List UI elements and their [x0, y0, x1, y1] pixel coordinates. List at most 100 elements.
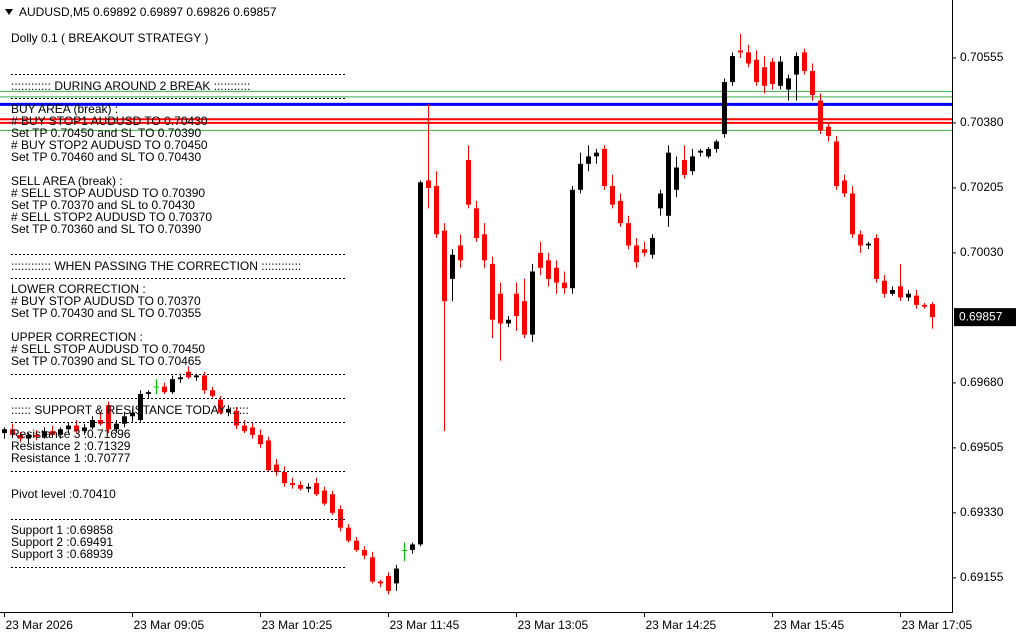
panel-text: Dolly 0.1 ( BREAKOUT STRATEGY ) [11, 31, 208, 45]
candle-body [866, 243, 871, 246]
candle-body [442, 230, 447, 302]
candle-body [306, 486, 311, 489]
candle-body [202, 375, 207, 391]
last-price-label: 0.69857 [959, 309, 1003, 323]
chart-title: AUDUSD,M5 0.69892 0.69897 0.69826 0.6985… [19, 5, 277, 19]
y-tick-label: 0.69155 [960, 570, 1004, 584]
candle-body [194, 375, 199, 378]
candle-body [338, 509, 343, 528]
candle-body [322, 490, 327, 504]
panel-text: # BUY STOP2 AUDUSD TO 0.70450 [11, 138, 208, 152]
candle-body [74, 425, 79, 432]
panel-text: Set TP 0.70390 and SL TO 0.70465 [11, 354, 201, 368]
candle-body [818, 100, 823, 131]
panel-text: Resistance 1 :0.70777 [11, 451, 131, 465]
panel-text: Support 1 :0.69858 [11, 523, 113, 537]
candle-body [314, 483, 319, 495]
candle-body [42, 431, 47, 437]
panel-text: :::::::::::: DURING AROUND 2 BREAK :::::… [11, 79, 250, 93]
x-tick-label: 23 Mar 11:45 [390, 618, 460, 632]
candle-body [922, 304, 927, 307]
x-tick-label: 23 Mar 09:05 [134, 618, 205, 632]
y-tick-label: 0.70380 [960, 115, 1004, 129]
candle-body [842, 180, 847, 194]
candle-body [570, 189, 575, 289]
y-tick-label: 0.69680 [960, 375, 1004, 389]
candle-body [666, 152, 671, 216]
candle-body [434, 186, 439, 235]
candle-body [738, 50, 743, 53]
candle-body [170, 379, 175, 393]
candle-body [122, 416, 127, 424]
candle-body [10, 429, 15, 435]
candle-body [578, 163, 583, 190]
candle-body [114, 423, 119, 430]
panel-text: # SELL STOP2 AUDUSD TO 0.70370 [11, 210, 212, 224]
candle-body [2, 429, 7, 434]
panel-text: # SELL STOP AUDUSD TO 0.70450 [11, 342, 205, 356]
menu-triangle [5, 9, 13, 15]
candle-body [370, 557, 375, 582]
candle-body [642, 249, 647, 253]
candle-body [346, 527, 351, 541]
candle-body [274, 464, 279, 472]
candle-body [522, 301, 527, 335]
candle-body [554, 267, 559, 283]
candle-body [378, 581, 383, 584]
candle-body [914, 295, 919, 305]
candle-body [354, 540, 359, 550]
candle-body [498, 293, 503, 324]
candle-body [330, 494, 335, 513]
candle-body [682, 160, 687, 175]
panel-text: LOWER CORRECTION : [11, 282, 146, 296]
candle-body [130, 412, 135, 417]
candle-body [890, 290, 895, 294]
y-tick-label: 0.70205 [960, 180, 1004, 194]
candle-body [602, 148, 607, 187]
candle-body [834, 141, 839, 187]
panel-text: Set TP 0.70450 and SL TO 0.70390 [11, 126, 201, 140]
candle-body [874, 238, 879, 279]
candle-body [786, 78, 791, 90]
candle-body [90, 420, 95, 428]
panel-text: Resistance 2 :0.71329 [11, 439, 131, 453]
candle-body [626, 223, 631, 246]
candle-body [810, 70, 815, 96]
candle-body [906, 293, 911, 298]
y-tick-label: 0.70555 [960, 50, 1004, 64]
candle-body [674, 167, 679, 190]
candle-body [698, 150, 703, 153]
candle-body [418, 182, 423, 545]
x-tick-label: 23 Mar 13:05 [518, 618, 589, 632]
panel-text: UPPER CORRECTION : [11, 330, 143, 344]
last-price-box [954, 308, 1016, 327]
candle-body [826, 126, 831, 136]
candle-body [722, 82, 727, 135]
candle-body [882, 280, 887, 294]
y-tick-label: 0.70030 [960, 245, 1004, 259]
candle-body [754, 59, 759, 83]
panel-text: :::::::::::: WHEN PASSING THE CORRECTION… [11, 259, 301, 273]
candle-body [794, 56, 799, 75]
candle-body [362, 549, 367, 556]
candle-body [514, 293, 519, 317]
panel-text: # BUY STOP1 AUDUSD TO 0.70430 [11, 114, 208, 128]
candle-body [98, 420, 103, 424]
candle-body [26, 434, 31, 439]
candle-body [730, 56, 735, 83]
candle-body [746, 52, 751, 64]
candle-body [650, 238, 655, 255]
panel-text: Pivot level :0.70410 [11, 487, 116, 501]
y-tick-label: 0.69330 [960, 505, 1004, 519]
panel-text: Set TP 0.70460 and SL TO 0.70430 [11, 150, 201, 164]
candle-body [706, 148, 711, 157]
panel-text: Resistance 3 :0.71696 [11, 427, 131, 441]
candle-body [690, 156, 695, 172]
candle-body [858, 234, 863, 246]
candle-body [802, 52, 807, 71]
candle-body [82, 427, 87, 432]
candle-body [546, 260, 551, 279]
x-tick-label: 23 Mar 2026 [6, 618, 74, 632]
levels [0, 90, 952, 131]
